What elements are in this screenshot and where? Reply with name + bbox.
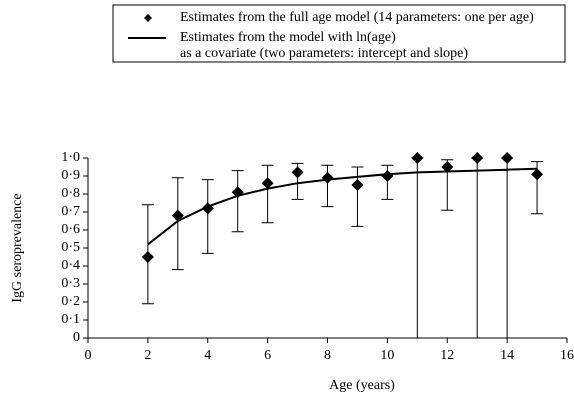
y-tick-label: 0·4 <box>61 258 80 273</box>
y-tick-label: 0·8 <box>61 186 80 201</box>
y-tick-label: 0·6 <box>61 222 80 237</box>
x-tick-label: 16 <box>560 348 574 363</box>
error-bar <box>411 157 424 339</box>
point <box>381 170 394 182</box>
point <box>291 166 304 179</box>
error-bar <box>321 164 334 208</box>
error-bar <box>471 157 484 339</box>
x-axis-label: Age (years) <box>329 378 395 393</box>
y-tick-label: 0·1 <box>61 312 80 327</box>
x-tick-label: 6 <box>264 348 271 363</box>
point <box>471 152 484 164</box>
x-tick-label: 10 <box>380 348 394 363</box>
point <box>501 152 514 164</box>
x-tick-label: 0 <box>85 348 92 363</box>
point <box>531 168 544 181</box>
legend-marker <box>144 14 152 22</box>
point <box>261 177 274 190</box>
legend-label: as a covariate (two parameters: intercep… <box>180 46 468 61</box>
legend-label: Estimates from the full age model (14 pa… <box>180 10 534 25</box>
y-tick-label: 0·9 <box>61 168 80 183</box>
model-curve <box>147 167 538 246</box>
legend-box <box>112 4 566 63</box>
point <box>141 251 154 263</box>
error-bar <box>201 179 214 254</box>
y-axis-label: IgG seroprevalence <box>10 193 25 302</box>
point <box>441 161 454 173</box>
y-tick-label: 0 <box>73 330 80 345</box>
point <box>411 152 424 164</box>
point <box>321 171 334 184</box>
x-tick-label: 14 <box>500 348 514 363</box>
error-bar <box>171 177 184 271</box>
error-bar <box>501 157 514 339</box>
error-bar <box>261 164 274 224</box>
x-tick-label: 4 <box>204 348 211 363</box>
point <box>351 179 364 191</box>
legend-label: Estimates from the model with ln(age) <box>180 30 396 45</box>
y-tick-label: 0·7 <box>61 204 80 219</box>
x-tick-label: 8 <box>324 348 331 363</box>
error-bar <box>231 170 244 233</box>
x-tick-label: 12 <box>440 348 454 363</box>
x-tick-label: 2 <box>144 348 151 363</box>
y-tick-label: 1·0 <box>61 150 80 165</box>
y-tick-label: 0·3 <box>61 276 80 291</box>
y-tick-label: 0·5 <box>61 240 80 255</box>
y-tick-label: 0·2 <box>61 294 80 309</box>
